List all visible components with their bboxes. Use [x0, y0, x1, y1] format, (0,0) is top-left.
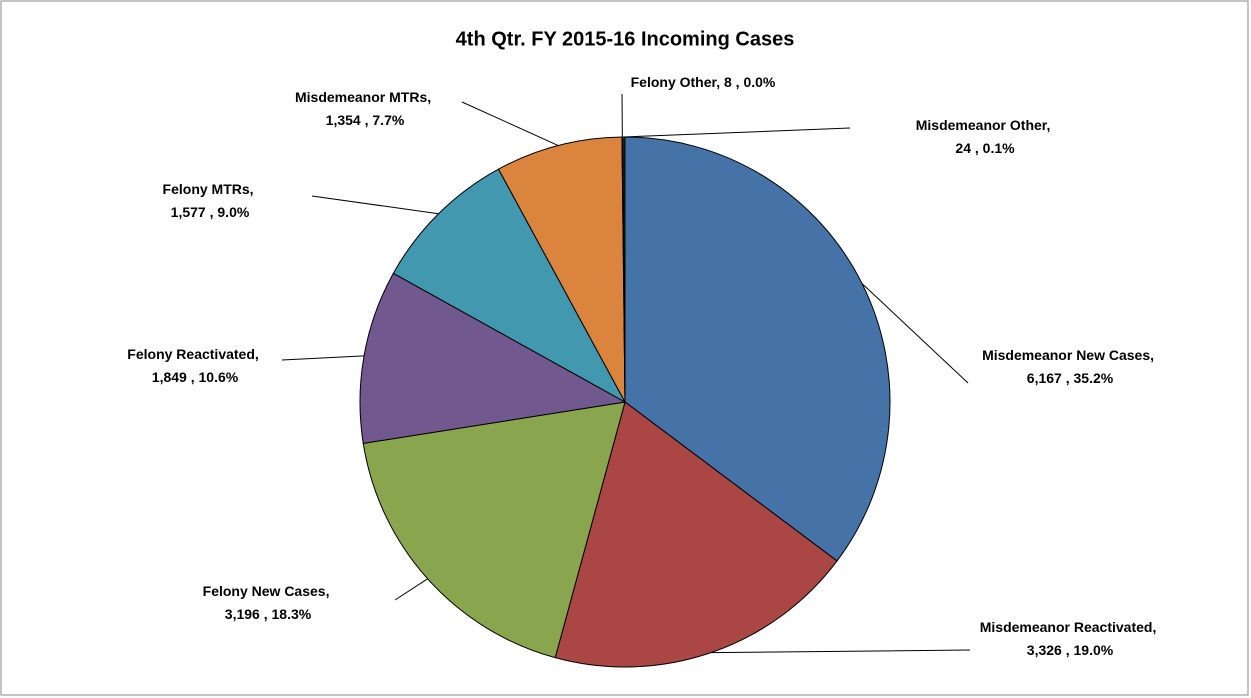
- pie-slice: [362, 401, 626, 659]
- data-label: Felony MTRs, 1,577 , 9.0%: [163, 181, 258, 220]
- data-label: Felony Other, 8 , 0.0%: [631, 74, 776, 90]
- data-label: Misdemeanor Reactivated, 3,326 , 19.0%: [980, 619, 1161, 658]
- label-sep: ,: [732, 74, 744, 90]
- leader-line: [461, 101, 559, 146]
- data-label: Misdemeanor New Cases, 6,167 , 35.2%: [982, 347, 1158, 386]
- label-name: Misdemeanor Reactivated: [980, 619, 1153, 635]
- leader-line: [311, 195, 439, 215]
- label-value: 3,196: [225, 606, 260, 622]
- label-sep: ,: [1046, 117, 1054, 133]
- label-percent: 35.2%: [1074, 370, 1114, 386]
- leader-line: [623, 127, 851, 138]
- chart-title: 4th Qtr. FY 2015-16 Incoming Cases: [456, 28, 795, 50]
- pie-slice: [497, 136, 626, 403]
- label-name: Misdemeanor New Cases: [982, 347, 1150, 363]
- leader-line: [861, 283, 969, 384]
- label-sep: ,: [361, 112, 373, 128]
- leader-line: [710, 649, 971, 654]
- pie-slice: [624, 136, 891, 562]
- label-sep: ,: [971, 140, 983, 156]
- label-value: 1,849: [152, 369, 187, 385]
- label-sep: ,: [427, 89, 435, 105]
- label-sep: ,: [187, 369, 199, 385]
- leader-line: [281, 355, 365, 361]
- label-value: 6,167: [1027, 370, 1062, 386]
- label-name: Felony MTRs: [163, 181, 250, 197]
- pie-slice: [392, 168, 627, 404]
- label-value: 1,354: [326, 112, 361, 128]
- label-percent: 7.7%: [372, 112, 404, 128]
- label-value: 8: [724, 74, 732, 90]
- data-label: Felony Reactivated, 1,849 , 10.6%: [127, 346, 262, 385]
- label-sep: ,: [1152, 619, 1160, 635]
- label-sep: ,: [260, 606, 272, 622]
- label-percent: 10.6%: [199, 369, 239, 385]
- label-sep: ,: [1062, 370, 1074, 386]
- label-sep: ,: [255, 346, 263, 362]
- data-label: Misdemeanor Other, 24 , 0.1%: [916, 117, 1054, 156]
- label-sep: ,: [206, 204, 218, 220]
- label-value: 1,577: [171, 204, 206, 220]
- label-name: Felony Reactivated: [127, 346, 255, 362]
- label-name: Misdemeanor MTRs: [295, 89, 427, 105]
- pie-slice: [554, 401, 838, 668]
- label-percent: 19.0%: [1074, 642, 1114, 658]
- pie-slice: [359, 272, 627, 444]
- leader-line: [394, 578, 428, 601]
- label-sep: ,: [716, 74, 724, 90]
- label-name: Felony Other: [631, 74, 718, 90]
- label-percent: 9.0%: [217, 204, 249, 220]
- label-name: Misdemeanor Other: [916, 117, 1048, 133]
- label-sep: ,: [326, 583, 334, 599]
- label-sep: ,: [250, 181, 258, 197]
- label-percent: 0.1%: [983, 140, 1015, 156]
- label-percent: 18.3%: [272, 606, 312, 622]
- label-sep: ,: [1062, 642, 1074, 658]
- label-sep: ,: [1150, 347, 1158, 363]
- label-value: 3,326: [1027, 642, 1062, 658]
- label-percent: 0.0%: [743, 74, 775, 90]
- data-label: Misdemeanor MTRs, 1,354 , 7.7%: [295, 89, 435, 128]
- data-label: Felony New Cases, 3,196 , 18.3%: [203, 583, 334, 622]
- label-name: Felony New Cases: [203, 583, 326, 599]
- label-value: 24: [955, 140, 971, 156]
